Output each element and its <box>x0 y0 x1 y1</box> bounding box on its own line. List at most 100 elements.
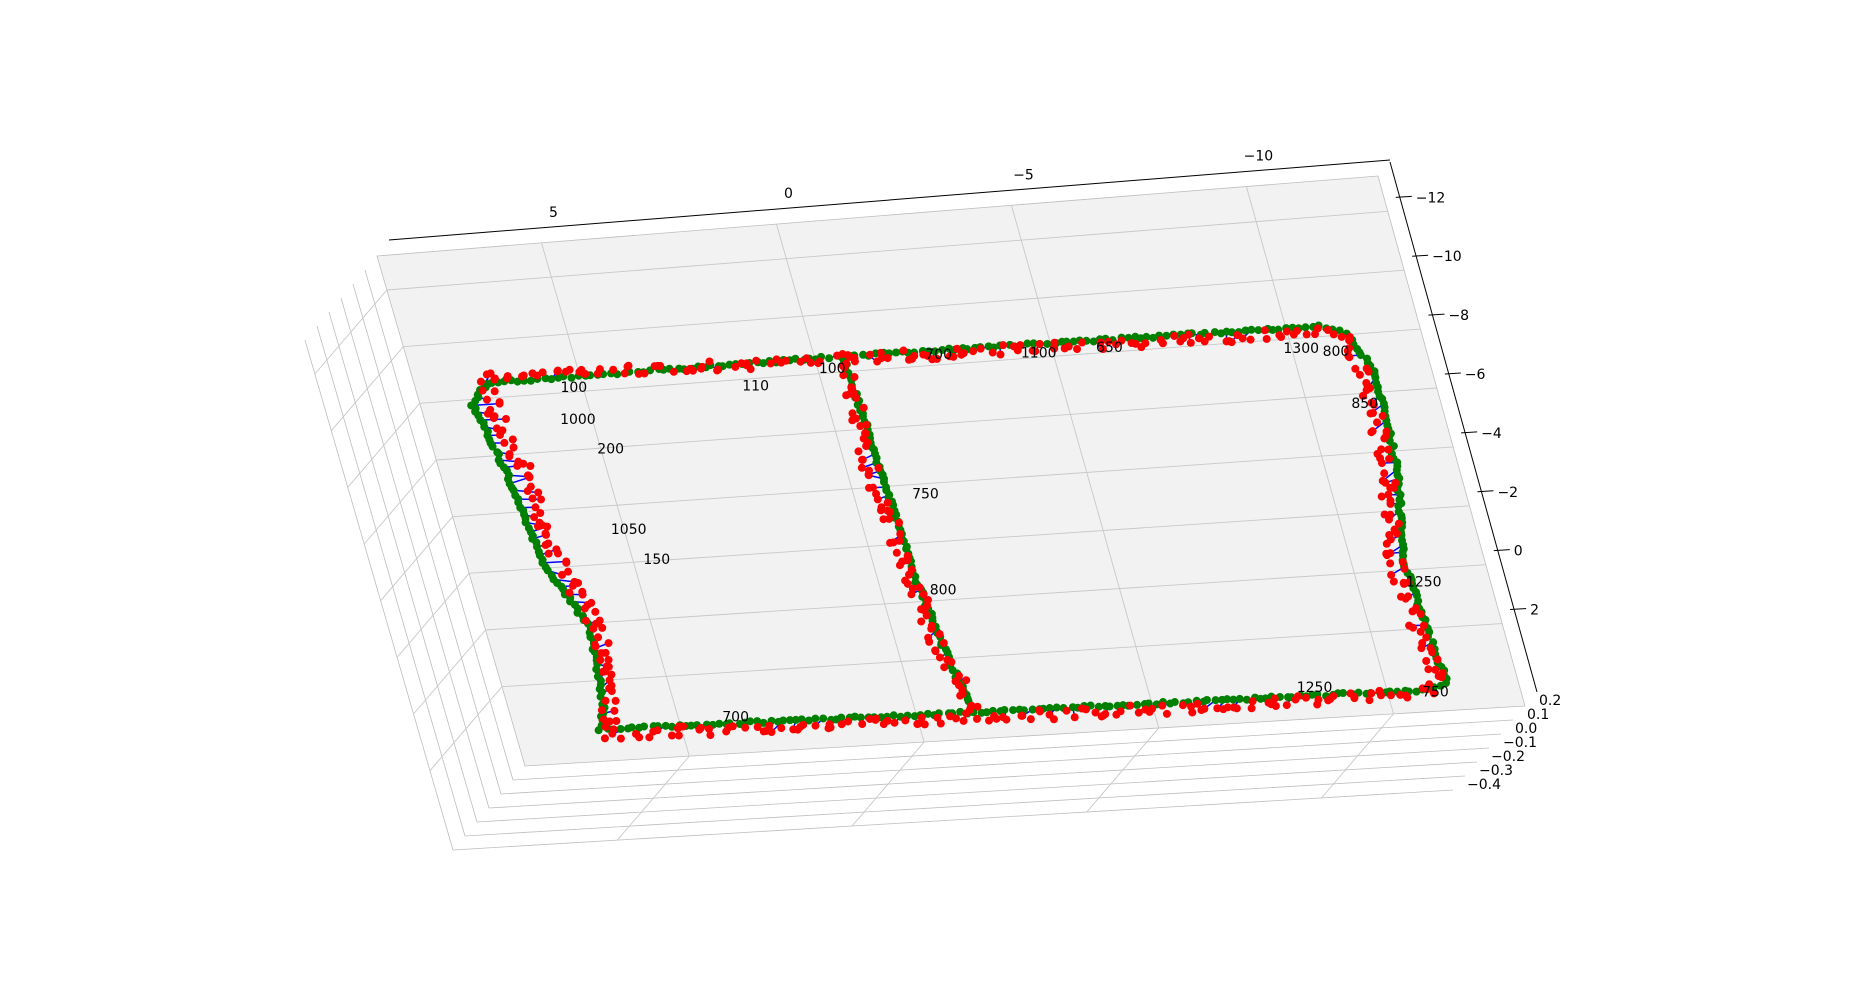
pane-edge <box>453 790 1453 850</box>
point-annotation: 750 <box>1422 684 1449 700</box>
estimate-point <box>858 464 866 472</box>
z-tick-label: −0.3 <box>1479 763 1513 779</box>
estimate-point <box>635 733 643 741</box>
z-tick-label: 0.1 <box>1527 707 1549 723</box>
point-annotation: 700 <box>925 347 952 363</box>
estimate-point <box>762 727 770 735</box>
estimate-point <box>962 676 970 684</box>
z-tick-label: −0.4 <box>1467 777 1501 793</box>
estimate-point <box>777 724 785 732</box>
estimate-point <box>1219 705 1227 713</box>
estimate-point <box>1035 706 1043 714</box>
estimate-point <box>605 639 613 647</box>
estimate-point <box>782 357 790 365</box>
estimate-point <box>525 473 533 481</box>
estimate-point <box>907 590 915 598</box>
y-grid-line <box>430 687 502 771</box>
estimate-point <box>668 732 676 740</box>
estimate-point <box>999 341 1007 349</box>
estimate-point <box>544 539 552 547</box>
estimate-point <box>1303 330 1311 338</box>
estimate-point <box>1065 343 1073 351</box>
estimate-point <box>697 724 705 732</box>
y-tick-mark <box>1428 314 1444 315</box>
estimate-point <box>1382 550 1390 558</box>
estimate-point <box>1283 327 1291 335</box>
estimate-point <box>862 442 870 450</box>
estimate-point <box>570 578 578 586</box>
y-tick-mark <box>1396 196 1412 197</box>
estimate-point <box>1228 338 1236 346</box>
estimate-point <box>895 519 903 527</box>
estimate-point <box>498 426 506 434</box>
ground-truth-point <box>1166 700 1174 708</box>
estimate-point <box>591 608 599 616</box>
estimate-point <box>789 725 797 733</box>
estimate-point <box>1290 331 1298 339</box>
point-annotation: 800 <box>1323 344 1350 360</box>
estimate-point <box>827 724 835 732</box>
estimate-point <box>1071 713 1079 721</box>
estimate-point <box>1373 418 1381 426</box>
estimate-point <box>1367 689 1375 697</box>
estimate-point <box>610 725 618 733</box>
z-tick-label: 0.0 <box>1515 721 1537 737</box>
estimate-point <box>594 633 602 641</box>
estimate-point <box>903 556 911 564</box>
estimate-point <box>541 529 549 537</box>
estimate-point <box>997 351 1005 359</box>
estimate-point <box>617 735 625 743</box>
estimate-point <box>526 462 534 470</box>
estimate-point <box>752 357 760 365</box>
estimate-point <box>807 359 815 367</box>
y-grid-line <box>397 573 469 657</box>
estimate-point <box>592 620 600 628</box>
estimate-point <box>609 366 617 374</box>
estimate-point <box>537 495 545 503</box>
y-tick-label: 0 <box>1514 544 1523 560</box>
estimate-point <box>1239 334 1247 342</box>
estimate-point <box>880 720 888 728</box>
y-tick-label: −2 <box>1497 485 1518 501</box>
x-tick-label: −10 <box>1244 149 1274 165</box>
estimate-point <box>624 363 632 371</box>
estimate-point <box>533 372 541 380</box>
z-tick-label: −0.2 <box>1491 749 1525 765</box>
estimate-point <box>917 617 925 625</box>
estimate-point <box>1386 559 1394 567</box>
estimate-point <box>1027 715 1035 723</box>
estimate-point <box>1330 330 1338 338</box>
estimate-point <box>1205 333 1213 341</box>
estimate-point <box>1379 412 1387 420</box>
y-tick-mark <box>1477 491 1493 492</box>
estimate-point <box>937 720 945 728</box>
estimate-point <box>552 545 560 553</box>
estimate-point <box>558 571 566 579</box>
estimate-point <box>969 347 977 355</box>
estimate-point <box>1424 665 1432 673</box>
point-annotation: 1250 <box>1406 575 1442 591</box>
estimate-point <box>896 561 904 569</box>
y-tick-mark <box>1412 255 1428 256</box>
estimate-point <box>602 697 610 705</box>
point-annotation: 110 <box>742 378 769 394</box>
estimate-point <box>1272 702 1280 710</box>
estimate-point <box>1314 696 1322 704</box>
x-tick-label: −5 <box>1013 167 1034 183</box>
estimate-point <box>1082 705 1090 713</box>
estimate-point <box>852 394 860 402</box>
point-annotation: 1250 <box>1297 680 1333 696</box>
estimate-point <box>960 717 968 725</box>
estimate-point <box>1187 339 1195 347</box>
estimate-point <box>1073 345 1081 353</box>
y-grid-line <box>331 347 403 431</box>
estimate-point <box>1385 455 1393 463</box>
estimate-point <box>1170 332 1178 340</box>
estimate-point <box>936 630 944 638</box>
estimate-point <box>566 366 574 374</box>
estimate-point <box>1365 368 1373 376</box>
estimate-point <box>1366 384 1374 392</box>
estimate-point <box>502 415 510 423</box>
estimate-point <box>1384 446 1392 454</box>
